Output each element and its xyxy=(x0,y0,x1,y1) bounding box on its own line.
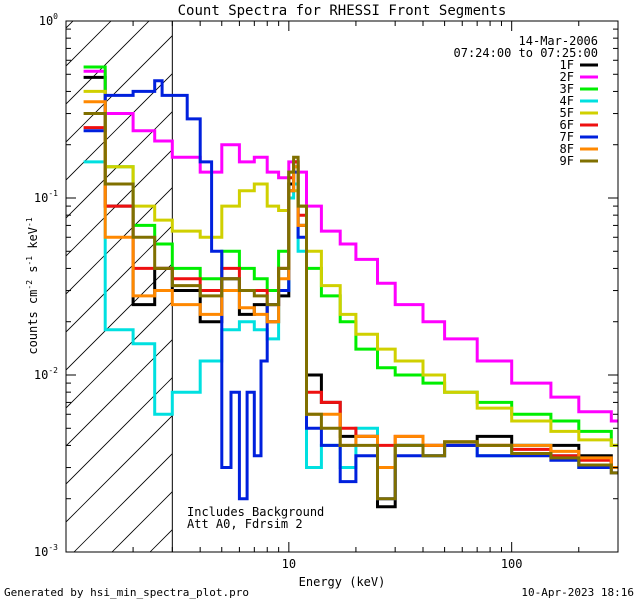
y-axis-label: counts cm-2 s-1 keV-1 xyxy=(25,217,40,354)
hatch-line xyxy=(66,21,112,67)
x-axis-label: Energy (keV) xyxy=(299,575,386,589)
hatch-line xyxy=(378,0,640,552)
hatch-line xyxy=(66,225,173,333)
hatch-line xyxy=(66,263,173,371)
time-range-label: 07:24:00 to 07:25:00 xyxy=(454,46,599,60)
hatched-region xyxy=(0,0,640,552)
legend-label-8F: 8F xyxy=(560,142,574,156)
hatch-line xyxy=(302,0,640,552)
hatch-line xyxy=(66,111,173,219)
series-line-9F xyxy=(83,112,618,501)
hatch-line xyxy=(66,35,173,143)
hatch-line xyxy=(568,0,640,552)
legend-label-3F: 3F xyxy=(560,82,574,96)
hatch-line xyxy=(66,377,173,485)
y-tick-label: 10-2 xyxy=(34,366,58,382)
hatch-line xyxy=(0,0,104,552)
legend-label-2F: 2F xyxy=(560,70,574,84)
hatch-line xyxy=(66,21,150,105)
legend-label-4F: 4F xyxy=(560,94,574,108)
legend-label-5F: 5F xyxy=(560,106,574,120)
hatch-line xyxy=(340,0,640,552)
y-tick-label: 10-3 xyxy=(34,543,58,559)
date-label: 14-Mar-2006 xyxy=(519,34,598,48)
legend-label-1F: 1F xyxy=(560,58,574,72)
x-tick-label: 100 xyxy=(501,557,523,571)
footer-generated-by: Generated by hsi_min_spectra_plot.pro xyxy=(4,586,249,599)
footer-timestamp: 10-Apr-2023 18:16 xyxy=(521,586,634,599)
plot-frame xyxy=(65,20,619,553)
y-tick-label: 10-1 xyxy=(34,189,58,205)
hatch-line xyxy=(416,0,640,552)
y-tick-label: 100 xyxy=(39,12,58,28)
legend-label-6F: 6F xyxy=(560,118,574,132)
chart-title: Count Spectra for RHESSI Front Segments xyxy=(178,3,507,19)
series-line-3F xyxy=(83,65,618,447)
legend-label-7F: 7F xyxy=(560,130,574,144)
x-tick-label: 10 xyxy=(282,557,296,571)
hatch-line xyxy=(66,149,173,257)
series-line-6F xyxy=(83,126,618,469)
hatch-line xyxy=(530,0,640,552)
hatch-line xyxy=(66,301,173,409)
hatch-line xyxy=(66,187,173,295)
legend-label-9F: 9F xyxy=(560,154,574,168)
hatch-line xyxy=(66,415,173,523)
series-line-8F xyxy=(83,100,618,469)
series-line-2F xyxy=(83,69,618,423)
annotation-attenuator: Att A0, Fdrsim 2 xyxy=(187,517,303,531)
hatch-line xyxy=(66,21,74,29)
annotation-background: Includes Background xyxy=(187,505,324,519)
hatch-line xyxy=(66,73,173,181)
